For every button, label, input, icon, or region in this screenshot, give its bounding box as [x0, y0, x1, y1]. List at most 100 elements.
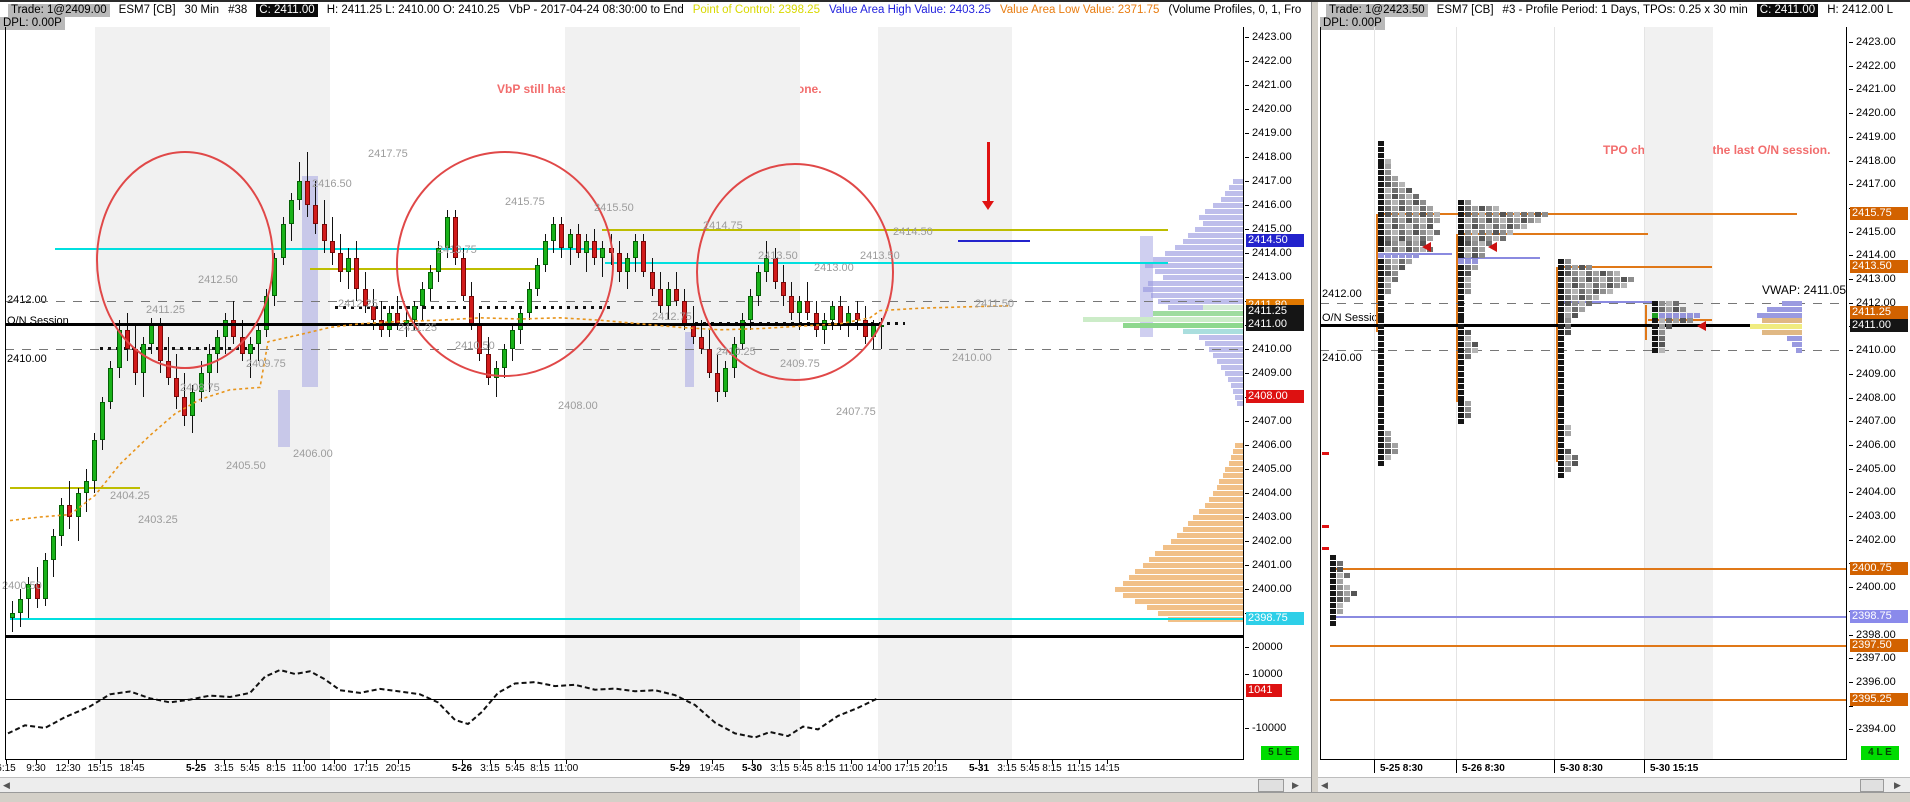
tpo-cell	[1493, 217, 1499, 223]
tpo-cell	[1479, 247, 1485, 253]
time-axis-tick	[132, 759, 133, 764]
left-dpl-value: DPL: 0.00P	[0, 17, 65, 30]
tpo-cell	[1378, 365, 1384, 371]
tpo-cell	[1378, 442, 1384, 448]
time-axis-tick	[366, 759, 367, 764]
tpo-cell	[1458, 229, 1464, 235]
tpo-cell	[1458, 199, 1464, 205]
tpo-cell	[1628, 277, 1634, 282]
volume-profile-bar	[1209, 497, 1243, 502]
price-axis-label: 2406.00	[1856, 438, 1896, 451]
tpo-cell	[1465, 259, 1471, 265]
axis-tick	[1245, 37, 1249, 38]
axis-tick	[1849, 705, 1853, 707]
tpo-cell	[1558, 448, 1564, 454]
time-axis-tick	[752, 759, 753, 764]
candle	[543, 241, 548, 265]
price-axis-badge: 2411.00	[1246, 318, 1304, 331]
candle	[567, 233, 573, 249]
right-title-bar: Trade: 1@2423.50 ESM7 [CB] #3 - Profile …	[1326, 4, 1893, 17]
candle	[354, 257, 360, 289]
candle	[534, 265, 540, 289]
tpo-cell	[1565, 271, 1571, 277]
session-open-line	[1645, 305, 1647, 340]
time-axis-label: 5-30 15:15	[1650, 763, 1699, 774]
tpo-cell	[1413, 223, 1419, 229]
tpo-cell	[1385, 217, 1391, 223]
time-axis-tick	[1007, 759, 1008, 764]
tpo-cell	[1565, 330, 1571, 336]
tpo-cell	[1392, 247, 1398, 253]
session-separator	[1374, 27, 1375, 759]
time-axis-tick	[851, 759, 852, 764]
volume-profile-bar	[1083, 317, 1243, 322]
tpo-cell	[1413, 247, 1419, 253]
subgraph-zero-line	[5, 699, 1244, 700]
tpo-cell	[1458, 407, 1464, 413]
left-status-badge: 5 L E	[1261, 746, 1299, 760]
candle	[256, 329, 261, 345]
time-axis-separator	[1644, 759, 1645, 773]
volume-profile-bar	[1203, 221, 1243, 226]
tpo-cell	[1565, 288, 1571, 294]
axis-tick	[1245, 517, 1249, 518]
axis-tick	[1245, 469, 1249, 470]
tpo-cell	[1406, 217, 1412, 223]
right-scrollbar-thumb[interactable]	[1860, 779, 1884, 792]
dotted-level-row	[100, 346, 258, 350]
on-session-line	[5, 322, 880, 326]
price-axis-label: 2406.00	[1252, 439, 1292, 451]
candle	[600, 248, 606, 258]
left-scrollbar-thumb[interactable]	[1258, 779, 1284, 792]
tpo-cell	[1378, 271, 1384, 277]
volume-profile-bar	[1158, 611, 1243, 616]
tpo-cell	[1666, 318, 1672, 324]
candle	[551, 224, 557, 241]
right-scrollbar[interactable]	[1318, 777, 1910, 792]
tpo-cell	[1385, 288, 1391, 294]
tpo-cell	[1565, 312, 1571, 318]
tpo-cell	[1465, 211, 1471, 217]
left-scrollbar-left-arrow[interactable]: ◀	[3, 780, 10, 790]
price-axis-label: 2402.00	[1252, 535, 1292, 547]
tpo-cell	[1385, 431, 1391, 437]
mini-profile-bar	[1782, 300, 1802, 306]
tpo-cell	[1558, 365, 1564, 371]
tpo-cell	[1521, 211, 1527, 217]
axis-tick	[1849, 89, 1853, 91]
tpo-cell	[1458, 271, 1464, 277]
tpo-cell	[1486, 211, 1492, 217]
tpo-cell	[1385, 188, 1391, 194]
time-axis-label: 11:00	[291, 763, 317, 774]
time-axis-label: 20:15	[922, 763, 948, 774]
left-scrollbar-right-arrow[interactable]: ▶	[1292, 780, 1299, 790]
tpo-cell	[1558, 413, 1564, 419]
right-scrollbar-left-arrow[interactable]: ◀	[1321, 780, 1328, 790]
tpo-cell	[1614, 271, 1620, 277]
tpo-cell	[1558, 389, 1564, 395]
volume-profile-bar	[1143, 287, 1243, 292]
time-axis-tick	[540, 759, 541, 764]
candle	[649, 272, 655, 289]
tpo-cell	[1413, 211, 1419, 217]
volume-profile-bar	[1221, 197, 1243, 202]
volume-profile-bar	[1221, 365, 1243, 370]
candle	[338, 253, 343, 273]
tpo-cell	[1579, 306, 1585, 312]
tpo-cell	[1542, 211, 1548, 217]
right-scrollbar-right-arrow[interactable]: ▶	[1894, 780, 1901, 790]
time-axis-tick	[250, 759, 251, 764]
tpo-cell	[1479, 253, 1485, 259]
left-symbol: ESM7 [CB]	[118, 4, 176, 16]
tpo-cell	[1479, 223, 1485, 229]
tpo-cell	[1378, 389, 1384, 395]
price-swing-label: 2400.50	[2, 580, 42, 592]
tpo-cell	[1479, 205, 1485, 211]
candle	[182, 397, 188, 417]
left-scrollbar[interactable]	[0, 777, 1311, 792]
red-edge-tick	[1322, 452, 1329, 455]
time-axis-label: 17:15	[894, 763, 920, 774]
tpo-cell	[1535, 217, 1541, 223]
candle	[461, 257, 466, 297]
price-axis-label: 2414.00	[1252, 247, 1292, 259]
